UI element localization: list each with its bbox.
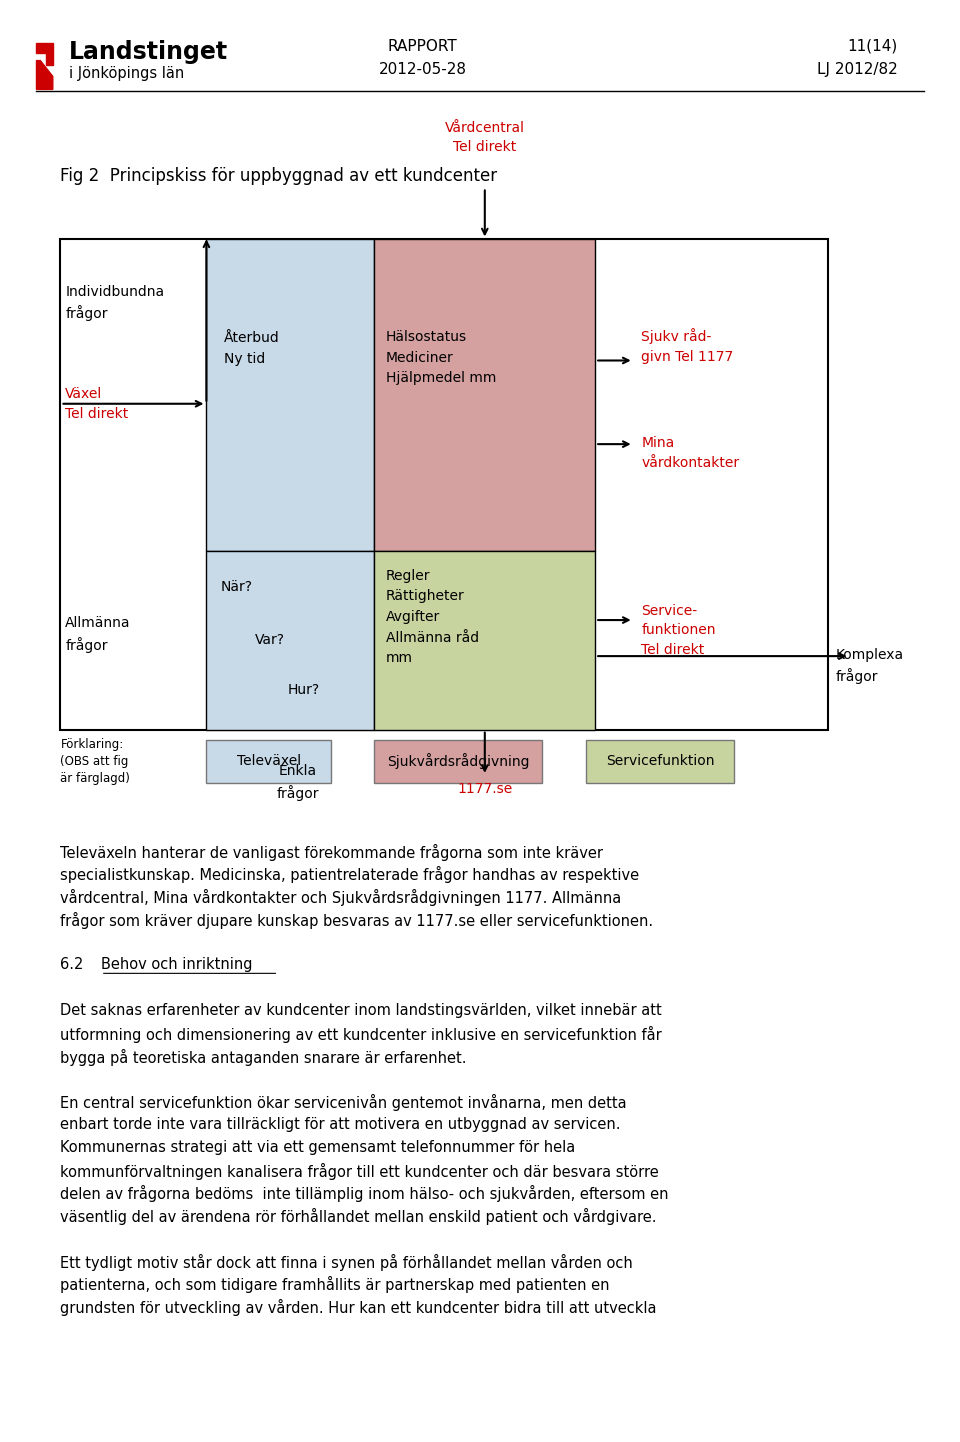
Text: Växel
Tel direkt: Växel Tel direkt — [65, 386, 129, 421]
Text: Televäxeln hanterar de vanligast förekommande frågorna som inte kräver: Televäxeln hanterar de vanligast förekom… — [60, 844, 604, 861]
Text: LJ 2012/82: LJ 2012/82 — [817, 62, 898, 76]
Text: Service-
funktionen
Tel direkt: Service- funktionen Tel direkt — [641, 604, 716, 656]
Text: Förklaring:
(OBS att fig
är färglagd): Förklaring: (OBS att fig är färglagd) — [60, 738, 131, 784]
Text: i Jönköpings län: i Jönköpings län — [69, 66, 184, 81]
Text: patienterna, och som tidigare framhållits är partnerskap med patienten en: patienterna, och som tidigare framhållit… — [60, 1276, 610, 1293]
Text: Sjukv råd-
givn Tel 1177: Sjukv råd- givn Tel 1177 — [641, 329, 733, 363]
Bar — [206, 551, 374, 730]
Text: Komplexa
frågor: Komplexa frågor — [835, 647, 903, 685]
Text: bygga på teoretiska antaganden snarare är erfarenhet.: bygga på teoretiska antaganden snarare ä… — [60, 1048, 467, 1066]
Text: utformning och dimensionering av ett kundcenter inklusive en servicefunktion får: utformning och dimensionering av ett kun… — [60, 1025, 662, 1043]
Text: Hälsostatus
Mediciner
Hjälpmedel mm: Hälsostatus Mediciner Hjälpmedel mm — [386, 330, 496, 385]
Text: 2012-05-28: 2012-05-28 — [378, 62, 467, 76]
Polygon shape — [36, 61, 53, 89]
Text: Sjukvårdsrådgivning: Sjukvårdsrådgivning — [387, 753, 530, 770]
Text: En central servicefunktion ökar servicenivån gentemot invånarna, men detta: En central servicefunktion ökar servicen… — [60, 1094, 627, 1112]
Bar — [206, 740, 331, 783]
Text: Mina
vårdkontakter: Mina vårdkontakter — [641, 435, 739, 470]
Bar — [374, 740, 542, 783]
Text: Servicefunktion: Servicefunktion — [606, 754, 714, 769]
Text: RAPPORT: RAPPORT — [388, 39, 457, 53]
Text: Vårdcentral
Tel direkt: Vårdcentral Tel direkt — [444, 121, 525, 154]
Text: Fig 2  Principskiss för uppbyggnad av ett kundcenter: Fig 2 Principskiss för uppbyggnad av ett… — [60, 167, 497, 185]
Text: Var?: Var? — [254, 633, 284, 647]
Text: 6.2: 6.2 — [60, 957, 84, 972]
Text: grundsten för utveckling av vården. Hur kan ett kundcenter bidra till att utveck: grundsten för utveckling av vården. Hur … — [60, 1299, 657, 1317]
Text: väsentlig del av ärendena rör förhållandet mellan enskild patient och vårdgivare: väsentlig del av ärendena rör förhålland… — [60, 1208, 657, 1226]
Text: Regler
Rättigheter
Avgifter
Allmänna råd
mm: Regler Rättigheter Avgifter Allmänna råd… — [386, 568, 479, 665]
Text: kommunförvaltningen kanalisera frågor till ett kundcenter och där besvara större: kommunförvaltningen kanalisera frågor ti… — [60, 1162, 660, 1180]
Bar — [374, 551, 595, 730]
Polygon shape — [36, 43, 53, 65]
Text: Landstinget: Landstinget — [69, 40, 228, 63]
Text: vårdcentral, Mina vårdkontakter och Sjukvårdsrådgivningen 1177. Allmänna: vårdcentral, Mina vårdkontakter och Sjuk… — [60, 890, 622, 906]
Text: enbart torde inte vara tillräckligt för att motivera en utbyggnad av servicen.: enbart torde inte vara tillräckligt för … — [60, 1118, 621, 1132]
Text: Allmänna
frågor: Allmänna frågor — [65, 616, 131, 653]
Text: Enkla
frågor: Enkla frågor — [276, 764, 319, 800]
Bar — [374, 239, 595, 551]
Text: Det saknas erfarenheter av kundcenter inom landstingsvärlden, vilket innebär att: Det saknas erfarenheter av kundcenter in… — [60, 1004, 662, 1018]
Text: Televäxel: Televäxel — [237, 754, 300, 769]
Text: Behov och inriktning: Behov och inriktning — [101, 957, 252, 972]
Text: Ett tydligt motiv står dock att finna i synen på förhållandet mellan vården och: Ett tydligt motiv står dock att finna i … — [60, 1253, 634, 1270]
Text: frågor som kräver djupare kunskap besvaras av 1177.se eller servicefunktionen.: frågor som kräver djupare kunskap besvar… — [60, 911, 654, 929]
Bar — [586, 740, 734, 783]
Text: Återbud
Ny tid: Återbud Ny tid — [224, 332, 279, 366]
Text: Individbundna
frågor: Individbundna frågor — [65, 284, 164, 322]
Text: Kommunernas strategi att via ett gemensamt telefonnummer för hela: Kommunernas strategi att via ett gemensa… — [60, 1139, 576, 1155]
Text: 11(14): 11(14) — [848, 39, 898, 53]
Text: 1177.se: 1177.se — [457, 782, 513, 796]
Text: När?: När? — [221, 580, 252, 594]
Text: specialistkunskap. Medicinska, patientrelaterade frågor handhas av respektive: specialistkunskap. Medicinska, patientre… — [60, 867, 639, 884]
Bar — [206, 239, 374, 551]
Text: Hur?: Hur? — [288, 684, 320, 698]
Text: delen av frågorna bedöms  inte tillämplig inom hälso- och sjukvården, eftersom e: delen av frågorna bedöms inte tillämplig… — [60, 1185, 669, 1203]
Bar — [60, 239, 828, 730]
